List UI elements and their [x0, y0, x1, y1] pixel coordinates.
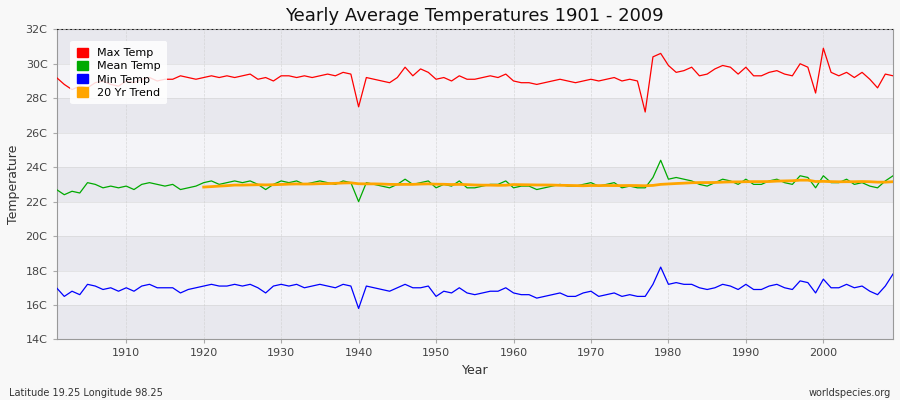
Bar	[57, 133, 893, 167]
Legend: Max Temp, Mean Temp, Min Temp, 20 Yr Trend: Max Temp, Mean Temp, Min Temp, 20 Yr Tre…	[70, 41, 167, 104]
Y-axis label: Temperature: Temperature	[7, 145, 20, 224]
Bar	[57, 29, 893, 64]
Bar	[57, 167, 893, 202]
Text: Latitude 19.25 Longitude 98.25: Latitude 19.25 Longitude 98.25	[9, 388, 163, 398]
Text: worldspecies.org: worldspecies.org	[809, 388, 891, 398]
Title: Yearly Average Temperatures 1901 - 2009: Yearly Average Temperatures 1901 - 2009	[285, 7, 664, 25]
Bar	[57, 64, 893, 98]
Bar	[57, 236, 893, 270]
Bar	[57, 202, 893, 236]
X-axis label: Year: Year	[462, 364, 488, 377]
Bar	[57, 270, 893, 305]
Bar	[57, 305, 893, 340]
Bar	[57, 98, 893, 133]
